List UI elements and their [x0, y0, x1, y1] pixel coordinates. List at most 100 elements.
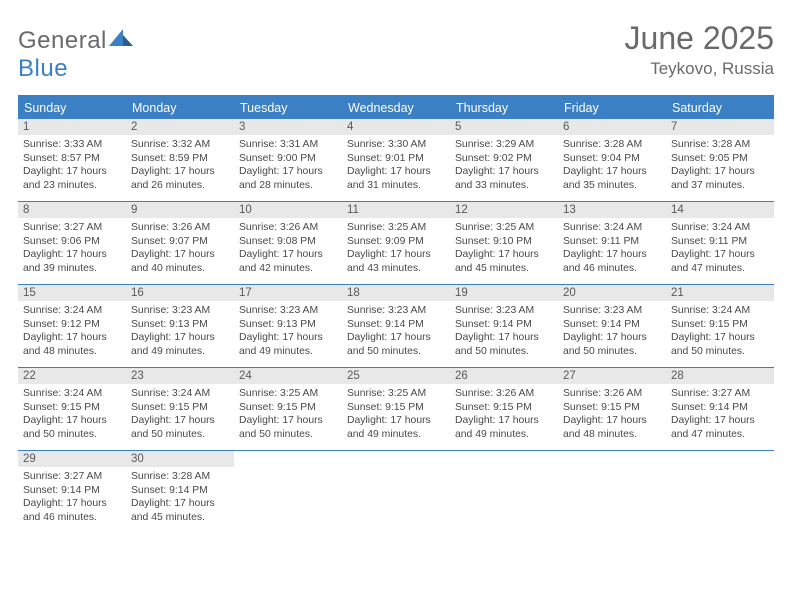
daylight-line-2: and 48 minutes.	[563, 428, 661, 442]
daylight-line-2: and 50 minutes.	[23, 428, 121, 442]
daylight-line-1: Daylight: 17 hours	[671, 248, 769, 262]
logo: GeneralBlue	[18, 26, 137, 83]
sunrise-line: Sunrise: 3:32 AM	[131, 138, 229, 152]
daylight-line-1: Daylight: 17 hours	[239, 165, 337, 179]
date-number: 14	[666, 202, 774, 218]
daylight-line-1: Daylight: 17 hours	[239, 248, 337, 262]
sunset-line: Sunset: 9:09 PM	[347, 235, 445, 249]
sunset-line: Sunset: 9:08 PM	[239, 235, 337, 249]
date-number: 13	[558, 202, 666, 218]
sunrise-line: Sunrise: 3:26 AM	[239, 221, 337, 235]
day-cell: 23Sunrise: 3:24 AMSunset: 9:15 PMDayligh…	[126, 368, 234, 450]
week-row: 8Sunrise: 3:27 AMSunset: 9:06 PMDaylight…	[18, 202, 774, 285]
sunrise-line: Sunrise: 3:23 AM	[239, 304, 337, 318]
daylight-line-2: and 49 minutes.	[131, 345, 229, 359]
day-header-wednesday: Wednesday	[342, 97, 450, 119]
logo-text-2: Blue	[18, 55, 68, 82]
day-cell: 24Sunrise: 3:25 AMSunset: 9:15 PMDayligh…	[234, 368, 342, 450]
daylight-line-2: and 50 minutes.	[131, 428, 229, 442]
daylight-line-2: and 50 minutes.	[239, 428, 337, 442]
daylight-line-1: Daylight: 17 hours	[671, 414, 769, 428]
week-row: 29Sunrise: 3:27 AMSunset: 9:14 PMDayligh…	[18, 451, 774, 533]
day-cell: 16Sunrise: 3:23 AMSunset: 9:13 PMDayligh…	[126, 285, 234, 367]
week-row: 22Sunrise: 3:24 AMSunset: 9:15 PMDayligh…	[18, 368, 774, 451]
daylight-line-2: and 31 minutes.	[347, 179, 445, 193]
sunset-line: Sunset: 9:14 PM	[563, 318, 661, 332]
day-cell: 4Sunrise: 3:30 AMSunset: 9:01 PMDaylight…	[342, 119, 450, 201]
sunrise-line: Sunrise: 3:29 AM	[455, 138, 553, 152]
sunrise-line: Sunrise: 3:27 AM	[23, 221, 121, 235]
month-title: June 2025	[625, 20, 774, 57]
sunrise-line: Sunrise: 3:25 AM	[455, 221, 553, 235]
daylight-line-1: Daylight: 17 hours	[671, 165, 769, 179]
date-number: 20	[558, 285, 666, 301]
date-number: 5	[450, 119, 558, 135]
sunrise-line: Sunrise: 3:30 AM	[347, 138, 445, 152]
sunset-line: Sunset: 9:00 PM	[239, 152, 337, 166]
daylight-line-2: and 42 minutes.	[239, 262, 337, 276]
daylight-line-1: Daylight: 17 hours	[23, 165, 121, 179]
day-cell: 22Sunrise: 3:24 AMSunset: 9:15 PMDayligh…	[18, 368, 126, 450]
date-number: 17	[234, 285, 342, 301]
daylight-line-2: and 46 minutes.	[23, 511, 121, 525]
day-header-sunday: Sunday	[18, 97, 126, 119]
daylight-line-1: Daylight: 17 hours	[239, 331, 337, 345]
daylight-line-1: Daylight: 17 hours	[347, 414, 445, 428]
day-cell: 8Sunrise: 3:27 AMSunset: 9:06 PMDaylight…	[18, 202, 126, 284]
sunrise-line: Sunrise: 3:26 AM	[131, 221, 229, 235]
day-header-friday: Friday	[558, 97, 666, 119]
daylight-line-2: and 43 minutes.	[347, 262, 445, 276]
sunrise-line: Sunrise: 3:24 AM	[671, 221, 769, 235]
logo-triangle-icon	[107, 26, 137, 48]
day-header-saturday: Saturday	[666, 97, 774, 119]
date-number: 12	[450, 202, 558, 218]
daylight-line-1: Daylight: 17 hours	[671, 331, 769, 345]
daylight-line-1: Daylight: 17 hours	[131, 248, 229, 262]
day-cell: 20Sunrise: 3:23 AMSunset: 9:14 PMDayligh…	[558, 285, 666, 367]
date-number: 4	[342, 119, 450, 135]
daylight-line-2: and 49 minutes.	[455, 428, 553, 442]
week-row: 15Sunrise: 3:24 AMSunset: 9:12 PMDayligh…	[18, 285, 774, 368]
daylight-line-1: Daylight: 17 hours	[563, 248, 661, 262]
day-cell: 28Sunrise: 3:27 AMSunset: 9:14 PMDayligh…	[666, 368, 774, 450]
calendar-page: GeneralBlue June 2025 Teykovo, Russia Su…	[0, 0, 792, 553]
day-header-tuesday: Tuesday	[234, 97, 342, 119]
sunset-line: Sunset: 9:01 PM	[347, 152, 445, 166]
sunrise-line: Sunrise: 3:23 AM	[455, 304, 553, 318]
daylight-line-2: and 50 minutes.	[347, 345, 445, 359]
sunrise-line: Sunrise: 3:23 AM	[563, 304, 661, 318]
daylight-line-2: and 50 minutes.	[671, 345, 769, 359]
daylight-line-1: Daylight: 17 hours	[23, 248, 121, 262]
empty-cell	[666, 451, 774, 533]
daylight-line-1: Daylight: 17 hours	[455, 248, 553, 262]
daylight-line-1: Daylight: 17 hours	[131, 414, 229, 428]
daylight-line-1: Daylight: 17 hours	[347, 248, 445, 262]
date-number: 6	[558, 119, 666, 135]
sunset-line: Sunset: 9:13 PM	[239, 318, 337, 332]
date-number: 25	[342, 368, 450, 384]
day-cell: 1Sunrise: 3:33 AMSunset: 8:57 PMDaylight…	[18, 119, 126, 201]
sunset-line: Sunset: 9:06 PM	[23, 235, 121, 249]
daylight-line-1: Daylight: 17 hours	[563, 414, 661, 428]
title-block: June 2025 Teykovo, Russia	[625, 20, 774, 79]
daylight-line-2: and 50 minutes.	[563, 345, 661, 359]
date-number: 2	[126, 119, 234, 135]
daylight-line-2: and 46 minutes.	[563, 262, 661, 276]
sunset-line: Sunset: 9:14 PM	[455, 318, 553, 332]
day-cell: 9Sunrise: 3:26 AMSunset: 9:07 PMDaylight…	[126, 202, 234, 284]
sunrise-line: Sunrise: 3:24 AM	[671, 304, 769, 318]
date-number: 26	[450, 368, 558, 384]
sunrise-line: Sunrise: 3:25 AM	[347, 221, 445, 235]
sunset-line: Sunset: 9:14 PM	[23, 484, 121, 498]
daylight-line-1: Daylight: 17 hours	[23, 331, 121, 345]
day-cell: 10Sunrise: 3:26 AMSunset: 9:08 PMDayligh…	[234, 202, 342, 284]
day-cell: 5Sunrise: 3:29 AMSunset: 9:02 PMDaylight…	[450, 119, 558, 201]
day-cell: 7Sunrise: 3:28 AMSunset: 9:05 PMDaylight…	[666, 119, 774, 201]
date-number: 7	[666, 119, 774, 135]
daylight-line-2: and 23 minutes.	[23, 179, 121, 193]
sunset-line: Sunset: 9:15 PM	[671, 318, 769, 332]
empty-cell	[450, 451, 558, 533]
sunset-line: Sunset: 9:07 PM	[131, 235, 229, 249]
sunrise-line: Sunrise: 3:24 AM	[563, 221, 661, 235]
daylight-line-2: and 26 minutes.	[131, 179, 229, 193]
